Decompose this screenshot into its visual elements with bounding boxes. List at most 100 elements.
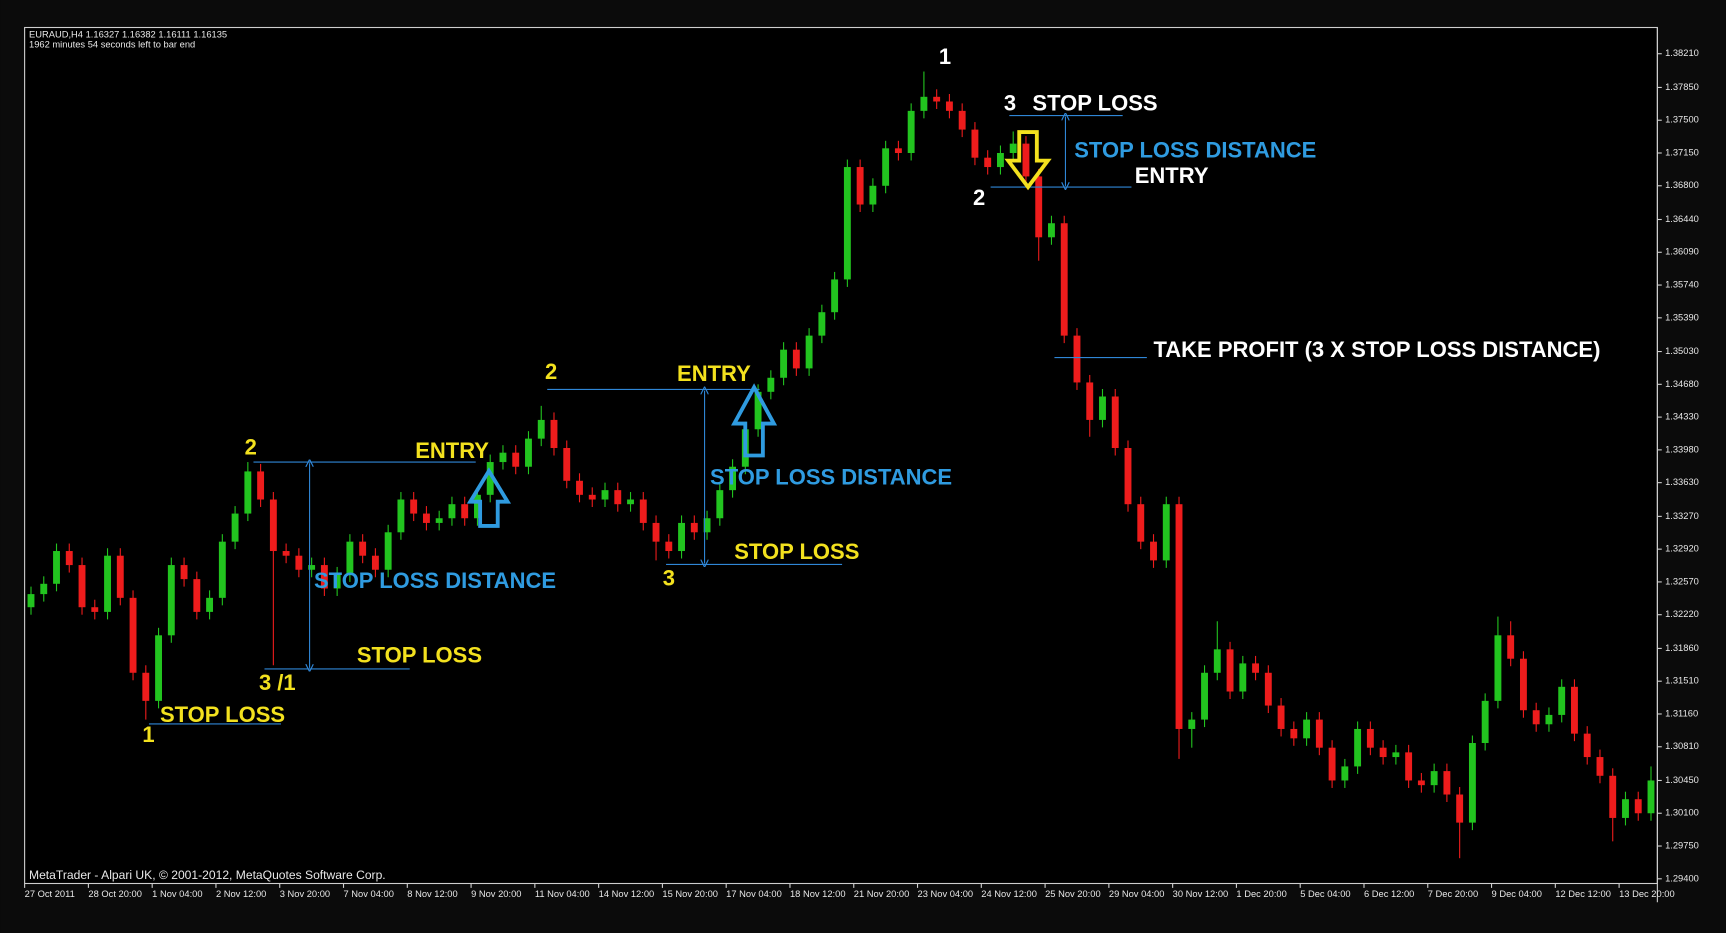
candle-body bbox=[346, 541, 354, 575]
candle-body bbox=[1277, 705, 1285, 729]
candle-body bbox=[218, 541, 226, 598]
x-tick-label: 7 Dec 20:00 bbox=[1428, 889, 1478, 899]
candle-body bbox=[601, 490, 609, 500]
candle-body bbox=[193, 579, 201, 612]
candle-body bbox=[920, 96, 928, 111]
candle-body bbox=[818, 312, 826, 336]
candle-body bbox=[945, 101, 953, 111]
annotation: 2 bbox=[245, 435, 257, 460]
candle-body bbox=[333, 574, 341, 589]
candle-body bbox=[295, 555, 303, 570]
candle-body bbox=[1622, 799, 1629, 818]
candle-body bbox=[1099, 396, 1106, 420]
candle-body bbox=[1558, 686, 1566, 715]
symbol-info: EURAUD,H4 1.16327 1.16382 1.16111 1.1613… bbox=[29, 30, 227, 40]
candle-body bbox=[1507, 635, 1515, 659]
candle-body bbox=[614, 490, 622, 505]
candle-body bbox=[1583, 733, 1591, 758]
candle-body bbox=[1366, 728, 1374, 748]
y-tick-label: 1.30810 bbox=[1665, 741, 1699, 751]
x-tick-label: 8 Nov 12:00 bbox=[407, 889, 457, 899]
candle-body bbox=[856, 167, 864, 205]
x-tick-label: 25 Nov 20:00 bbox=[1045, 889, 1101, 899]
candle-body bbox=[1048, 223, 1055, 238]
candle-body bbox=[1213, 649, 1221, 673]
candle-body bbox=[894, 148, 902, 154]
candle-body bbox=[767, 377, 775, 392]
candle-body bbox=[65, 551, 73, 566]
y-tick-label: 1.33980 bbox=[1665, 444, 1699, 454]
candle-body bbox=[1111, 396, 1119, 449]
y-tick-label: 1.30100 bbox=[1665, 808, 1699, 818]
annotation: 3 bbox=[1004, 90, 1016, 115]
candle-body bbox=[129, 597, 137, 673]
x-tick-label: 27 Oct 2011 bbox=[25, 889, 75, 899]
candle-body bbox=[984, 157, 992, 168]
candle-body bbox=[525, 438, 532, 467]
x-tick-label: 14 Nov 12:00 bbox=[599, 889, 655, 899]
x-tick-label: 1 Nov 04:00 bbox=[152, 889, 202, 899]
candle-body bbox=[512, 452, 520, 467]
candle-body bbox=[27, 594, 35, 608]
x-tick-label: 29 Nov 04:00 bbox=[1109, 889, 1165, 899]
candle-body bbox=[1060, 223, 1068, 336]
candle-body bbox=[397, 499, 405, 533]
x-tick-label: 1 Dec 20:00 bbox=[1236, 889, 1286, 899]
annotation: STOP LOSS bbox=[1032, 90, 1157, 115]
y-tick-label: 1.34680 bbox=[1665, 379, 1699, 389]
candle-body bbox=[1545, 714, 1553, 725]
x-tick-label: 21 Nov 20:00 bbox=[854, 889, 910, 899]
candle-body bbox=[167, 565, 175, 636]
candle-body bbox=[384, 532, 392, 570]
x-tick-label: 2 Nov 12:00 bbox=[216, 889, 266, 899]
y-tick-label: 1.36090 bbox=[1665, 247, 1699, 257]
candle-body bbox=[563, 448, 571, 481]
y-tick-label: 1.37850 bbox=[1665, 82, 1699, 92]
y-tick-label: 1.30450 bbox=[1665, 775, 1699, 785]
candle-body bbox=[1392, 752, 1400, 758]
y-tick-label: 1.33630 bbox=[1665, 477, 1699, 487]
candle-body bbox=[1303, 719, 1311, 739]
y-tick-label: 1.29750 bbox=[1665, 840, 1699, 850]
candle-body bbox=[1596, 757, 1604, 776]
candle-body bbox=[282, 551, 290, 556]
annotation: STOP LOSS bbox=[357, 643, 482, 668]
candle-body bbox=[1162, 504, 1170, 561]
candle-body bbox=[1481, 700, 1489, 744]
candle-body bbox=[639, 499, 647, 523]
annotation: ENTRY bbox=[677, 361, 751, 386]
x-tick-label: 18 Nov 12:00 bbox=[790, 889, 846, 899]
candle-body bbox=[665, 541, 673, 552]
candle-body bbox=[231, 513, 239, 542]
candle-body bbox=[1354, 728, 1362, 767]
candle-body bbox=[1647, 780, 1655, 814]
candle-body bbox=[1252, 663, 1260, 673]
y-tick-label: 1.29400 bbox=[1665, 873, 1699, 883]
candle-body bbox=[869, 185, 877, 205]
y-tick-label: 1.32920 bbox=[1665, 544, 1699, 554]
annotation: STOP LOSS DISTANCE bbox=[1074, 138, 1316, 163]
candle-body bbox=[550, 419, 558, 449]
y-tick-label: 1.36440 bbox=[1665, 214, 1699, 224]
candle-body bbox=[1634, 799, 1642, 814]
candle-body bbox=[410, 499, 418, 514]
x-tick-label: 15 Nov 20:00 bbox=[662, 889, 718, 899]
candle-body bbox=[269, 499, 277, 552]
bar-timer: 1962 minutes 54 seconds left to bar end bbox=[29, 40, 195, 50]
candle-body bbox=[116, 555, 124, 598]
candle-body bbox=[486, 462, 494, 495]
annotation: STOP LOSS DISTANCE bbox=[314, 568, 556, 593]
candle-body bbox=[971, 129, 979, 158]
x-tick-label: 28 Oct 20:00 bbox=[88, 889, 142, 899]
candle-body bbox=[1519, 658, 1527, 711]
x-tick-label: 13 Dec 20:00 bbox=[1619, 889, 1675, 899]
candle-body bbox=[1315, 719, 1323, 748]
x-tick-label: 9 Nov 20:00 bbox=[471, 889, 521, 899]
candle-body bbox=[1201, 672, 1208, 720]
candle-body bbox=[933, 96, 941, 102]
candle-body bbox=[1009, 143, 1017, 154]
candle-body bbox=[805, 335, 813, 369]
